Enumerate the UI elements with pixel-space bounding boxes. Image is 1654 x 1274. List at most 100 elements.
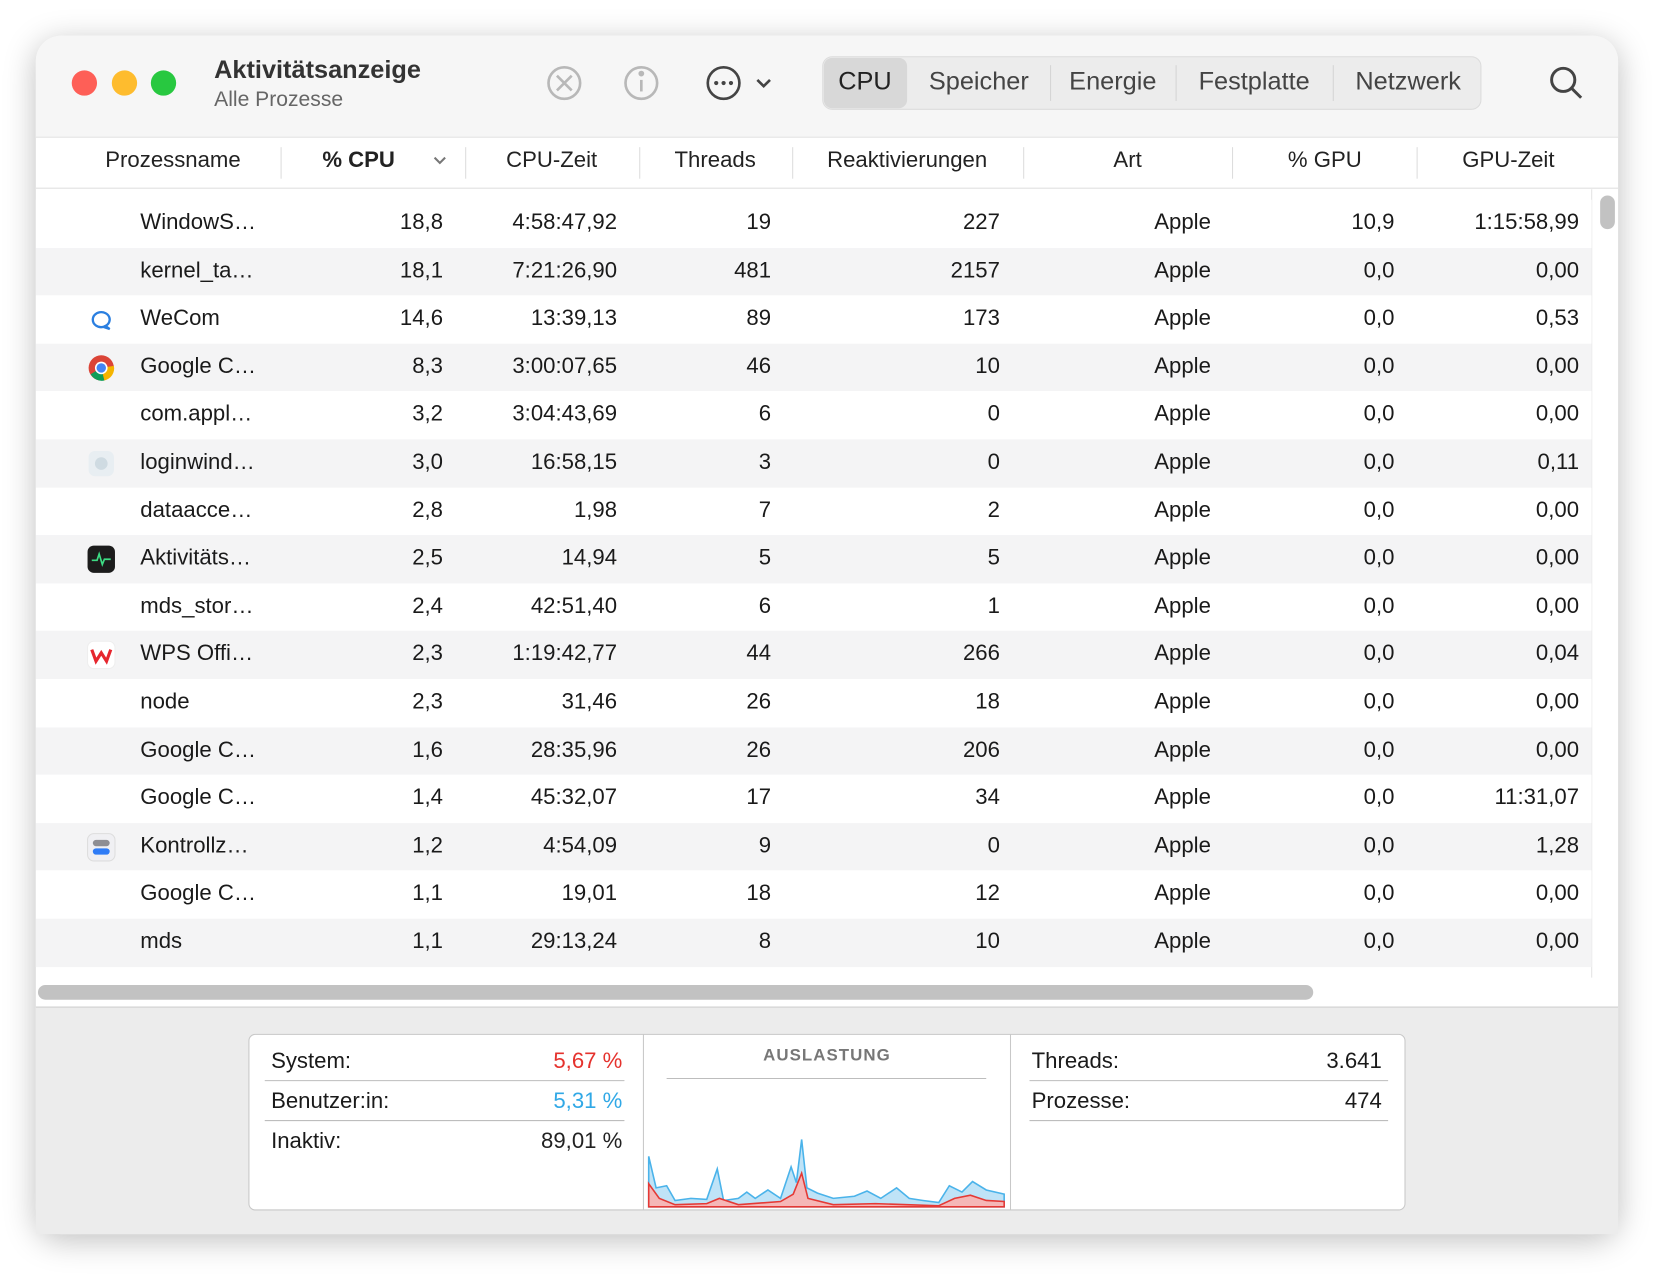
column-header[interactable]: Reaktivierungen: [827, 148, 988, 173]
column-header[interactable]: GPU-Zeit: [1462, 148, 1555, 173]
cell: 0,00: [1535, 593, 1580, 618]
close-button[interactable]: [71, 70, 98, 96]
table-row[interactable]: [35, 247, 1592, 296]
cell: 0,0: [1363, 689, 1395, 714]
column-separator: [280, 147, 282, 179]
cell: 16:58,15: [530, 449, 618, 475]
table-row[interactable]: [35, 918, 1592, 967]
tab[interactable]: Festplatte: [1198, 67, 1310, 96]
cell: 1:15:58,99: [1474, 210, 1580, 235]
cell: 34: [975, 785, 1000, 810]
sort-indicator: [432, 153, 447, 168]
cell: 26: [746, 689, 772, 714]
table-row[interactable]: [35, 391, 1592, 440]
cell: 18: [746, 881, 772, 906]
cell: 0,53: [1535, 306, 1580, 331]
cell: 0,11: [1537, 449, 1580, 475]
column-header[interactable]: CPU-Zeit: [506, 148, 598, 173]
cell: 28:35,96: [530, 737, 618, 762]
table-row[interactable]: [35, 535, 1592, 584]
cell: WindowS…: [140, 210, 257, 235]
table-row[interactable]: [35, 631, 1592, 680]
minimize-button[interactable]: [111, 70, 138, 96]
info-button[interactable]: [624, 65, 659, 101]
cell: 31,46: [561, 689, 618, 714]
cell: 0,0: [1363, 785, 1395, 810]
cell: Google C…: [140, 354, 257, 379]
table-row[interactable]: [35, 199, 1592, 248]
cell: 89: [746, 306, 772, 331]
table-row[interactable]: [35, 439, 1592, 488]
cell: 2,3: [412, 641, 444, 666]
cell: 7: [758, 497, 772, 523]
cell: 0,00: [1535, 258, 1580, 283]
column-header[interactable]: % CPU: [322, 148, 395, 173]
table-row[interactable]: [35, 822, 1592, 871]
stop-button[interactable]: [547, 65, 582, 101]
column-header[interactable]: Art: [1113, 148, 1142, 173]
cell: Apple: [1154, 737, 1211, 762]
cell: 0,00: [1535, 737, 1580, 762]
table-row[interactable]: [35, 343, 1592, 392]
cell: 45:32,07: [530, 785, 618, 810]
table-row[interactable]: [35, 870, 1592, 919]
cell: 1,28: [1535, 833, 1580, 858]
cell: 266: [962, 641, 1000, 666]
cell: Apple: [1154, 449, 1211, 475]
table-row[interactable]: [35, 774, 1592, 823]
stats-box: [248, 1033, 1406, 1211]
more-button[interactable]: [706, 65, 771, 101]
cell: 4:58:47,92: [512, 210, 618, 235]
app-icon: [86, 641, 116, 670]
cell: 0,0: [1363, 449, 1395, 475]
cell: Apple: [1154, 354, 1211, 379]
cell: Apple: [1154, 593, 1211, 618]
table-row[interactable]: [35, 679, 1592, 728]
zoom-button[interactable]: [150, 70, 177, 96]
cell: 6: [758, 401, 772, 427]
stat-label: Benutzer:in:: [271, 1089, 390, 1114]
tab[interactable]: CPU: [838, 67, 892, 96]
tab[interactable]: Netzwerk: [1355, 67, 1461, 96]
cell: 44: [746, 641, 772, 666]
search-button[interactable]: [1550, 66, 1583, 99]
cell: 3:04:43,69: [512, 401, 618, 427]
horizontal-scrollbar[interactable]: [37, 984, 1314, 1000]
column-separator: [1023, 147, 1025, 179]
tab[interactable]: Energie: [1069, 67, 1157, 96]
column-header[interactable]: Prozessname: [105, 148, 241, 173]
app-title: Aktivitätsanzeige: [214, 55, 421, 85]
cell: 0,00: [1535, 497, 1580, 523]
cell: 0,04: [1535, 641, 1580, 666]
tab[interactable]: Speicher: [928, 67, 1029, 96]
selected-segment: [823, 57, 908, 109]
cell: Apple: [1154, 497, 1211, 523]
cell: Apple: [1154, 881, 1211, 906]
app-icon: [86, 305, 116, 334]
cell: 3,0: [412, 449, 444, 475]
cell: Apple: [1154, 401, 1211, 427]
segment-separators: [1050, 65, 1334, 101]
cell: dataacce…: [140, 497, 253, 523]
cell: 1,1: [412, 929, 444, 954]
table-row[interactable]: [35, 727, 1592, 775]
cell: 0,0: [1363, 833, 1395, 858]
cell: 0,0: [1363, 641, 1395, 666]
cell: 2,5: [412, 545, 444, 570]
stat-value: 474: [1344, 1089, 1382, 1114]
column-header[interactable]: Threads: [674, 148, 756, 173]
cell: mds: [140, 929, 183, 954]
cell: Google C…: [140, 785, 257, 810]
table-row[interactable]: [35, 487, 1592, 536]
table-row[interactable]: [35, 295, 1592, 344]
stat-label: Inaktiv:: [271, 1128, 342, 1154]
cell: 18: [975, 689, 1000, 714]
column-separator: [1416, 147, 1418, 179]
column-separator: [792, 147, 794, 179]
vertical-scrollbar[interactable]: [1600, 195, 1615, 230]
column-header[interactable]: % GPU: [1287, 148, 1362, 173]
cell: mds_stor…: [140, 593, 254, 618]
cell: 0,0: [1363, 497, 1395, 523]
table-row[interactable]: [35, 583, 1592, 632]
